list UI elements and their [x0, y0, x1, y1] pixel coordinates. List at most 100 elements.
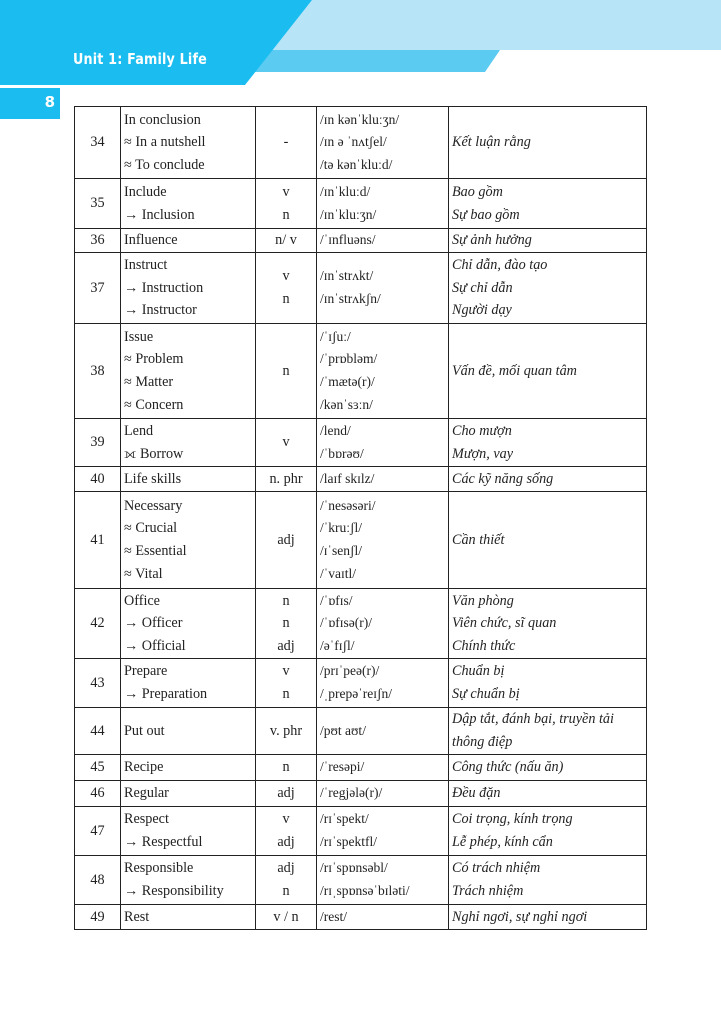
cell-meaning: Bao gồm Sự bao gồm [448, 178, 647, 229]
cell-num: 49 [74, 904, 121, 930]
meaning-line: Sự chỉ dẫn [452, 279, 513, 296]
ipa-line: /kənˈsɜːn/ [320, 396, 373, 412]
pos-line: v. phr [269, 722, 303, 739]
table-row: 34 In conclusion ≈ In a nutshell ≈ To concl… [74, 106, 647, 179]
pos-line: n [282, 615, 290, 632]
ipa-line: /ˈmætə(r)/ [320, 374, 375, 389]
cell-num: 37 [74, 252, 121, 324]
pos-line: v [282, 663, 290, 680]
cell-num: 39 [74, 418, 121, 467]
cell-word: Include → Inclusion [120, 178, 256, 229]
ipa-line: /ɪn kənˈkluːʒn/ [320, 111, 400, 127]
cell-word: In conclusion ≈ In a nutshell ≈ To conclud… [120, 106, 256, 179]
meaning-line: Vấn đề, mối quan tâm [452, 362, 577, 379]
word-line: Instruct [124, 257, 168, 274]
cell-pos: n/ v [255, 228, 317, 253]
ipa-line: /ˈɒfɪsə(r)/ [320, 615, 373, 631]
pos-line: - [283, 134, 289, 151]
meaning-line: Bao gồm [452, 183, 503, 200]
cell-num: 42 [74, 588, 121, 659]
meaning-line: Coi trọng, kính trọng [452, 811, 573, 828]
page-number-tab: 8 [0, 88, 60, 119]
meaning-line: Mượn, vay [452, 445, 514, 462]
cell-pos: n [255, 754, 317, 781]
cell-meaning: Cho mượn Mượn, vay [448, 418, 647, 467]
cell-num: 35 [74, 178, 121, 229]
cell-ipa: /ˈɪnfluəns/ [316, 228, 449, 253]
cell-ipa: /lend/ /ˈbɒrəʊ/ [316, 418, 449, 467]
cell-num: 48 [74, 855, 121, 905]
word-line: Put out [124, 722, 165, 739]
meaning-line: Sự chuẩn bị [452, 686, 520, 702]
cell-meaning: Có trách nhiệm Trách nhiệm [448, 855, 647, 905]
cell-pos: v adj [255, 806, 317, 856]
cell-word: Office → Officer → Official [120, 588, 256, 659]
cell-word: Influence [120, 228, 256, 253]
cell-meaning: Đều đặn [448, 780, 647, 807]
cell-num: 40 [74, 466, 121, 492]
cell-ipa: /ˈɒfɪs/ /ˈɒfɪsə(r)/ /əˈfɪʃl/ [316, 588, 449, 659]
table-row: 39 Lend ⟗ Borrow v/lend/ /ˈbɒrəʊ/Cho mượn Mượ… [74, 418, 647, 467]
meaning-line: Chuẩn bị [452, 663, 505, 680]
cell-pos: adj [255, 491, 317, 589]
table-row: 40 Life skills n. phr/laɪf skɪlz/Các kỹ nă… [74, 466, 647, 492]
cell-word: Respect → Respectful [120, 806, 256, 856]
cell-ipa: /ˈnesəsəri/ /ˈkruːʃl/ /ɪˈsenʃl/ /ˈvaɪtl/ [316, 491, 449, 589]
meaning-line: Đều đặn [452, 785, 501, 802]
ipa-line: /ˈprɒbləm/ [320, 351, 378, 367]
vocabulary-table: 34 In conclusion ≈ In a nutshell ≈ To concl… [74, 106, 647, 930]
cell-ipa: /ˈresəpi/ [316, 754, 449, 781]
cell-ipa: /rɪˈspɒnsəbl/ /rɪˌspɒnsəˈbɪləti/ [316, 855, 449, 905]
cell-meaning: Cần thiết [448, 491, 647, 589]
ipa-line: /ɪˈsenʃl/ [320, 543, 362, 558]
ipa-line: /ˈnesəsəri/ [320, 497, 376, 513]
word-line: → Instructor [124, 302, 197, 319]
banner-light-band [270, 0, 721, 50]
meaning-line: Cho mượn [452, 422, 512, 439]
word-line: Issue [124, 328, 154, 345]
cell-pos: - [255, 106, 317, 179]
ipa-line: /ˈbɒrəʊ/ [320, 445, 364, 461]
pos-line: n. phr [269, 470, 303, 487]
meaning-line: Có trách nhiệm [452, 860, 541, 877]
table-row: 44 Put out v. phr/pʊt aʊt/Dập tắt, đánh bạ… [74, 707, 647, 755]
word-line: ≈ In a nutshell [124, 134, 206, 151]
pos-line: v [282, 268, 290, 285]
meaning-line: Các kỹ năng sống [452, 470, 554, 487]
ipa-line: /ɪnˈstrʌkʃn/ [320, 291, 381, 306]
cell-meaning: Coi trọng, kính trọng Lễ phép, kính cẩn [448, 806, 647, 856]
cell-meaning: Dập tắt, đánh bại, truyền tải thông điệp [448, 707, 647, 755]
ipa-line: /rest/ [320, 908, 347, 924]
ipa-line: /ˈɪʃuː/ [320, 328, 351, 344]
cell-pos: n. phr [255, 466, 317, 492]
table-row: 42 Office → Officer → Official n n adj/ˈɒfɪs//… [74, 588, 647, 659]
word-line: → Official [124, 637, 186, 654]
cell-num: 45 [74, 754, 121, 781]
table-row: 45 Recipe n/ˈresəpi/Công thức (nấu ăn) [74, 754, 647, 781]
word-line: → Responsibility [124, 883, 224, 899]
word-line: → Inclusion [124, 206, 195, 223]
word-line: In conclusion [124, 111, 201, 128]
meaning-line: Chính thức [452, 637, 516, 654]
cell-word: Regular [120, 780, 256, 807]
cell-pos: v. phr [255, 707, 317, 755]
word-line: Lend [124, 422, 154, 439]
cell-num: 44 [74, 707, 121, 755]
cell-pos: n n adj [255, 588, 317, 659]
ipa-line: /ˌprepəˈreɪʃn/ [320, 686, 392, 701]
word-line: Influence [124, 232, 178, 249]
cell-num: 41 [74, 491, 121, 589]
cell-meaning: Nghỉ ngơi, sự nghỉ ngơi [448, 904, 647, 930]
meaning-line: Viên chức, sĩ quan [452, 615, 557, 632]
cell-word: Prepare → Preparation [120, 658, 256, 708]
pos-line: n [282, 362, 290, 379]
meaning-line: Lễ phép, kính cẩn [452, 834, 553, 850]
ipa-line: /prɪˈpeə(r)/ [320, 663, 380, 679]
cell-ipa: /ɪnˈstrʌkt/ /ɪnˈstrʌkʃn/ [316, 252, 449, 324]
meaning-line: Người dạy [452, 302, 512, 319]
meaning-line: Chỉ dẫn, đào tạo [452, 257, 548, 274]
pos-line: n [282, 883, 290, 899]
word-line: Responsible [124, 860, 194, 877]
cell-meaning: Chỉ dẫn, đào tạo Sự chỉ dẫn Người dạy [448, 252, 647, 324]
cell-ipa: /rɪˈspekt/ /rɪˈspektfl/ [316, 806, 449, 856]
